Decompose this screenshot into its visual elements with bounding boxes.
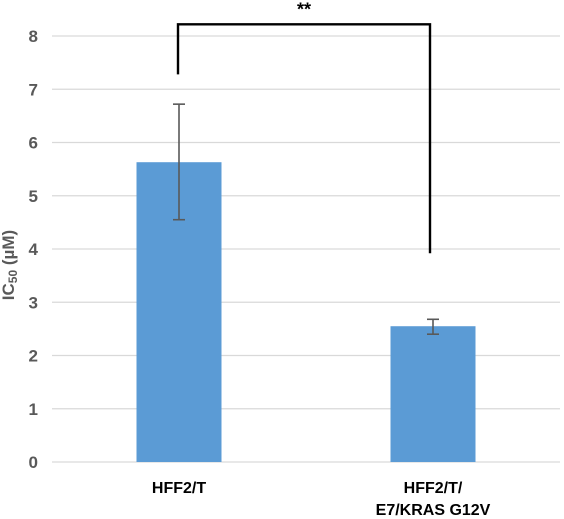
significance-bracket-line [176,23,432,254]
y-tick-labels: 0 1 2 3 4 5 6 7 8 [29,27,39,472]
y-tick-label: 3 [29,293,38,312]
bars [136,162,476,462]
y-tick-label: 8 [29,27,38,46]
y-tick-label: 1 [29,400,38,419]
category-label: E7/KRAS G12V [376,502,491,519]
category-labels: HFF2/T HFF2/T/E7/KRAS G12V [152,480,491,519]
y-axis-title: IC50 (µM) [0,230,20,300]
significance-bracket: ** [176,0,432,254]
y-tick-label: 4 [29,240,39,259]
y-axis-title-unit: (µM) [0,230,18,270]
y-tick-label: 0 [29,453,38,472]
y-tick-label: 5 [29,187,38,206]
y-tick-label: 7 [29,80,38,99]
y-tick-label: 6 [29,134,38,153]
category-label: HFF2/T/ [404,480,463,497]
y-axis-title-subscript: 50 [6,270,20,284]
bar [390,326,476,462]
category-label: HFF2/T [152,480,206,497]
y-tick-label: 2 [29,347,38,366]
error-bars [173,103,439,336]
y-axis-title-main: IC [0,283,18,300]
significance-label: ** [297,0,311,19]
gridlines [52,35,560,463]
